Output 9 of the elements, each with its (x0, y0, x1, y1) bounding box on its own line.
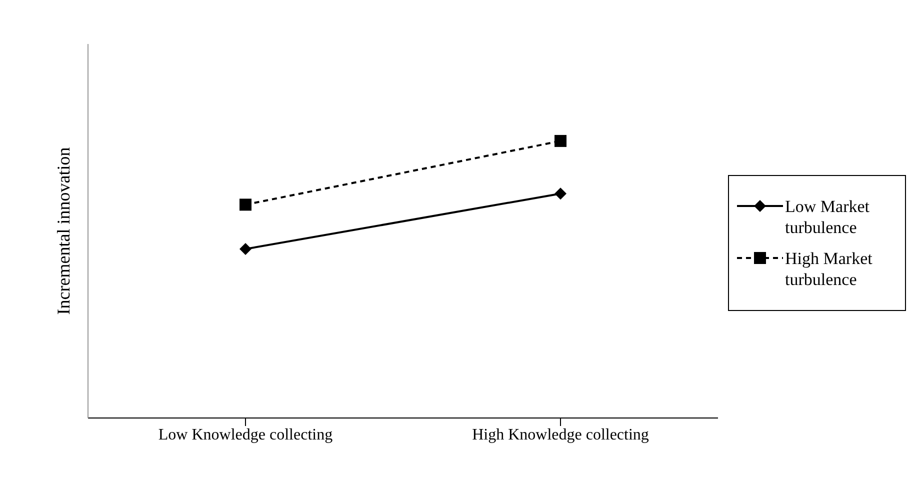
legend-label: High Market turbulence (785, 248, 874, 290)
y-axis-title: Incremental innovation (53, 147, 74, 315)
point (240, 243, 252, 256)
x-tick-label: Low Knowledge collecting (158, 426, 333, 444)
point (240, 198, 252, 211)
point (554, 134, 566, 147)
legend-label: Low Market turbulence (785, 196, 871, 238)
x-tick-label: High Knowledge collecting (472, 426, 649, 444)
point (554, 188, 566, 200)
